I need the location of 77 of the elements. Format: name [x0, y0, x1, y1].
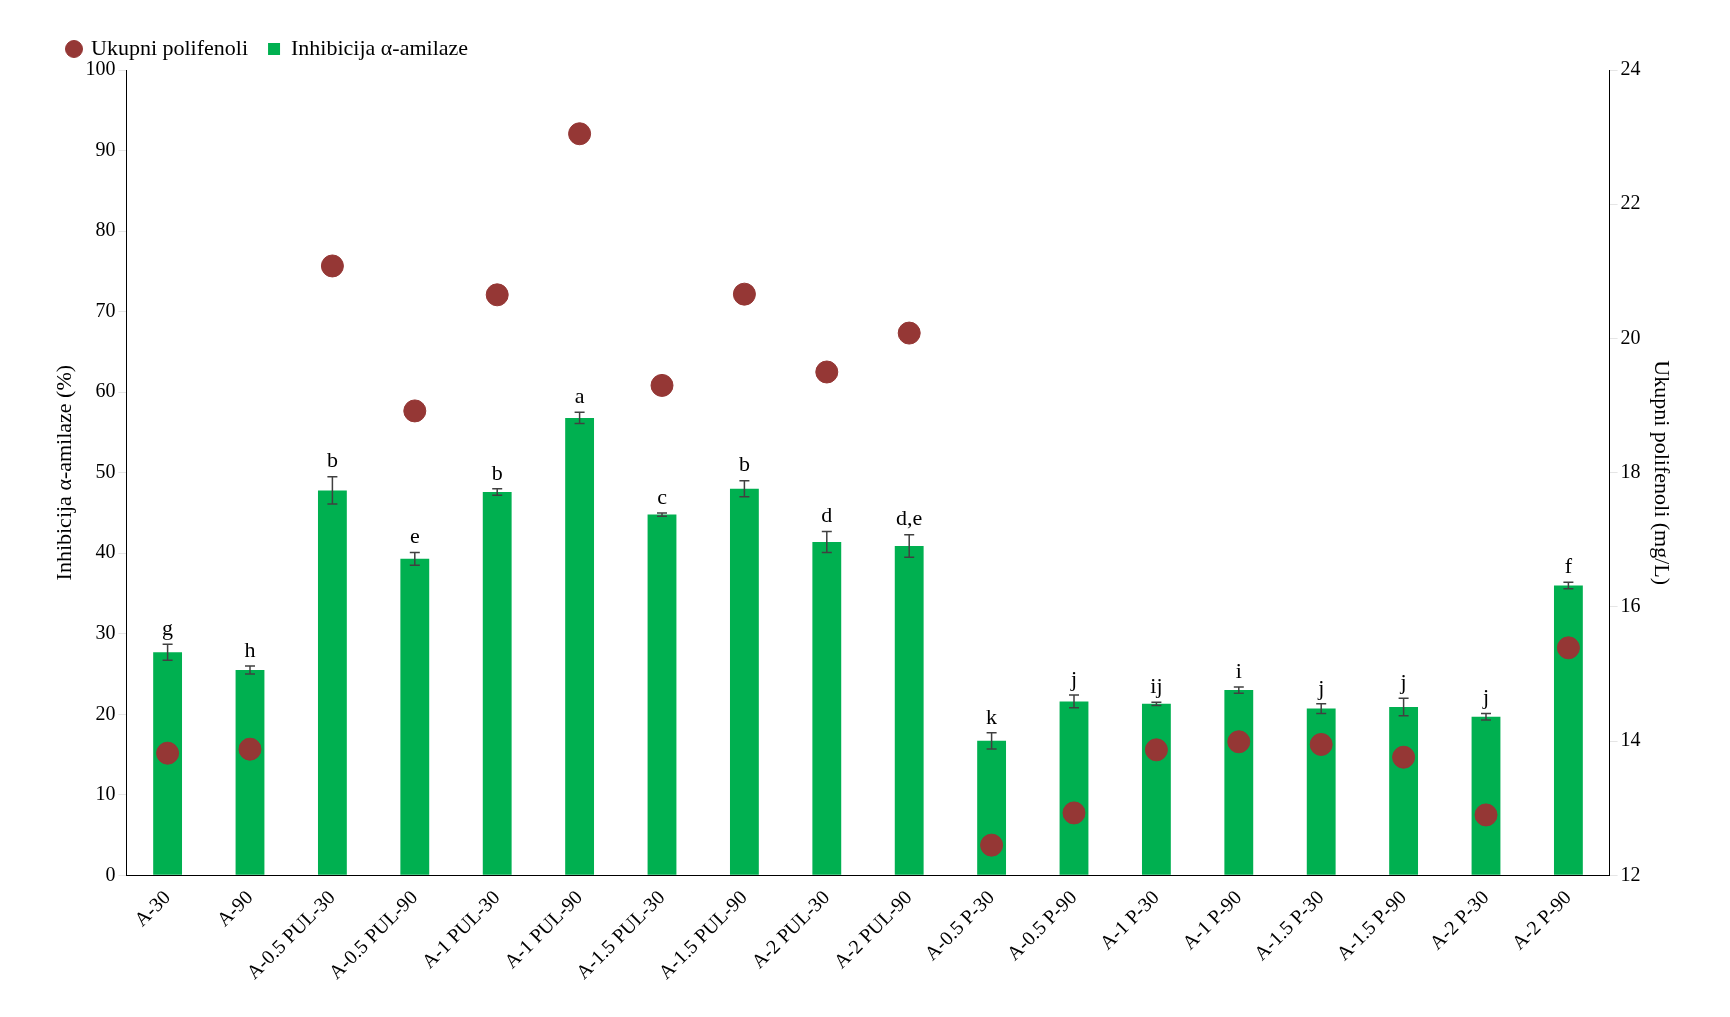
bar — [400, 558, 430, 875]
point — [568, 122, 592, 146]
y-tick-label: 40 — [95, 540, 116, 563]
point — [1556, 636, 1580, 660]
y2-axis-title: Ukupni polifenoli (mg/L) — [1650, 360, 1676, 586]
y2-tick-label: 14 — [1620, 728, 1641, 751]
data-label: d — [821, 502, 833, 528]
bar — [153, 652, 183, 875]
data-label: j — [1481, 684, 1490, 710]
y-axis-title: Inhibicija α-amilaze (%) — [50, 364, 76, 581]
point — [815, 360, 839, 384]
point — [1144, 738, 1168, 762]
y-tick-label: 50 — [95, 459, 116, 482]
y2-tick-label: 12 — [1620, 862, 1641, 885]
bar — [482, 491, 512, 875]
point — [1227, 730, 1251, 754]
point — [403, 399, 427, 423]
x-tick-label: A-1 P-30 — [1095, 885, 1163, 954]
bar — [317, 490, 347, 875]
y-tick-label: 80 — [95, 218, 116, 241]
legend-label: Ukupni polifenoli — [91, 34, 249, 60]
data-label: i — [1235, 657, 1242, 683]
data-label: j — [1399, 668, 1407, 694]
data-label: j — [1069, 665, 1078, 691]
data-label: k — [986, 703, 998, 729]
point — [1309, 732, 1333, 756]
data-label: d,e — [896, 505, 923, 531]
point — [320, 254, 344, 278]
legend-label: Inhibicija α-amilaze — [291, 34, 469, 60]
point — [897, 321, 921, 345]
y-tick-label: 10 — [95, 782, 116, 805]
point — [238, 737, 262, 761]
data-label: e — [409, 523, 420, 549]
data-label: ij — [1150, 672, 1163, 698]
data-label: b — [326, 447, 338, 473]
point — [1392, 745, 1416, 769]
bar — [729, 488, 759, 875]
y-tick-label: 20 — [95, 701, 116, 724]
y-tick-label: 0 — [105, 862, 116, 885]
y2-tick-label: 24 — [1620, 57, 1641, 80]
data-label: f — [1564, 552, 1573, 578]
data-label: b — [491, 459, 503, 485]
y2-tick-label: 22 — [1620, 191, 1641, 214]
point — [732, 282, 756, 306]
y-tick-label: 100 — [85, 57, 116, 80]
data-label: g — [162, 614, 174, 640]
bar — [565, 417, 595, 875]
point — [650, 373, 674, 397]
point — [980, 833, 1004, 857]
y-tick-label: 70 — [95, 298, 116, 321]
bar — [235, 669, 265, 875]
data-label: h — [244, 636, 256, 662]
bar — [894, 545, 924, 875]
bar — [1224, 690, 1254, 875]
data-label: b — [738, 451, 750, 477]
bar — [1306, 708, 1336, 875]
data-label: j — [1317, 674, 1325, 700]
bar — [1389, 707, 1419, 875]
point — [1474, 803, 1498, 827]
x-tick-label: A-1 P-90 — [1177, 885, 1246, 954]
y2-tick-label: 18 — [1620, 459, 1641, 482]
y2-tick-label: 16 — [1620, 594, 1641, 617]
data-label: a — [574, 383, 585, 409]
point — [485, 283, 509, 307]
bar — [647, 514, 677, 875]
x-tick-label: A-2 P-30 — [1424, 885, 1493, 954]
point — [1062, 801, 1086, 825]
y-tick-label: 90 — [95, 137, 116, 160]
point — [156, 741, 180, 765]
y-tick-label: 60 — [95, 379, 116, 402]
bar — [812, 541, 842, 875]
bar — [1553, 585, 1583, 875]
x-tick-label: A-2 P-90 — [1507, 885, 1575, 954]
bar — [1141, 703, 1171, 875]
y2-tick-label: 20 — [1620, 325, 1641, 348]
data-label: c — [657, 483, 668, 509]
y-tick-label: 30 — [95, 620, 116, 643]
